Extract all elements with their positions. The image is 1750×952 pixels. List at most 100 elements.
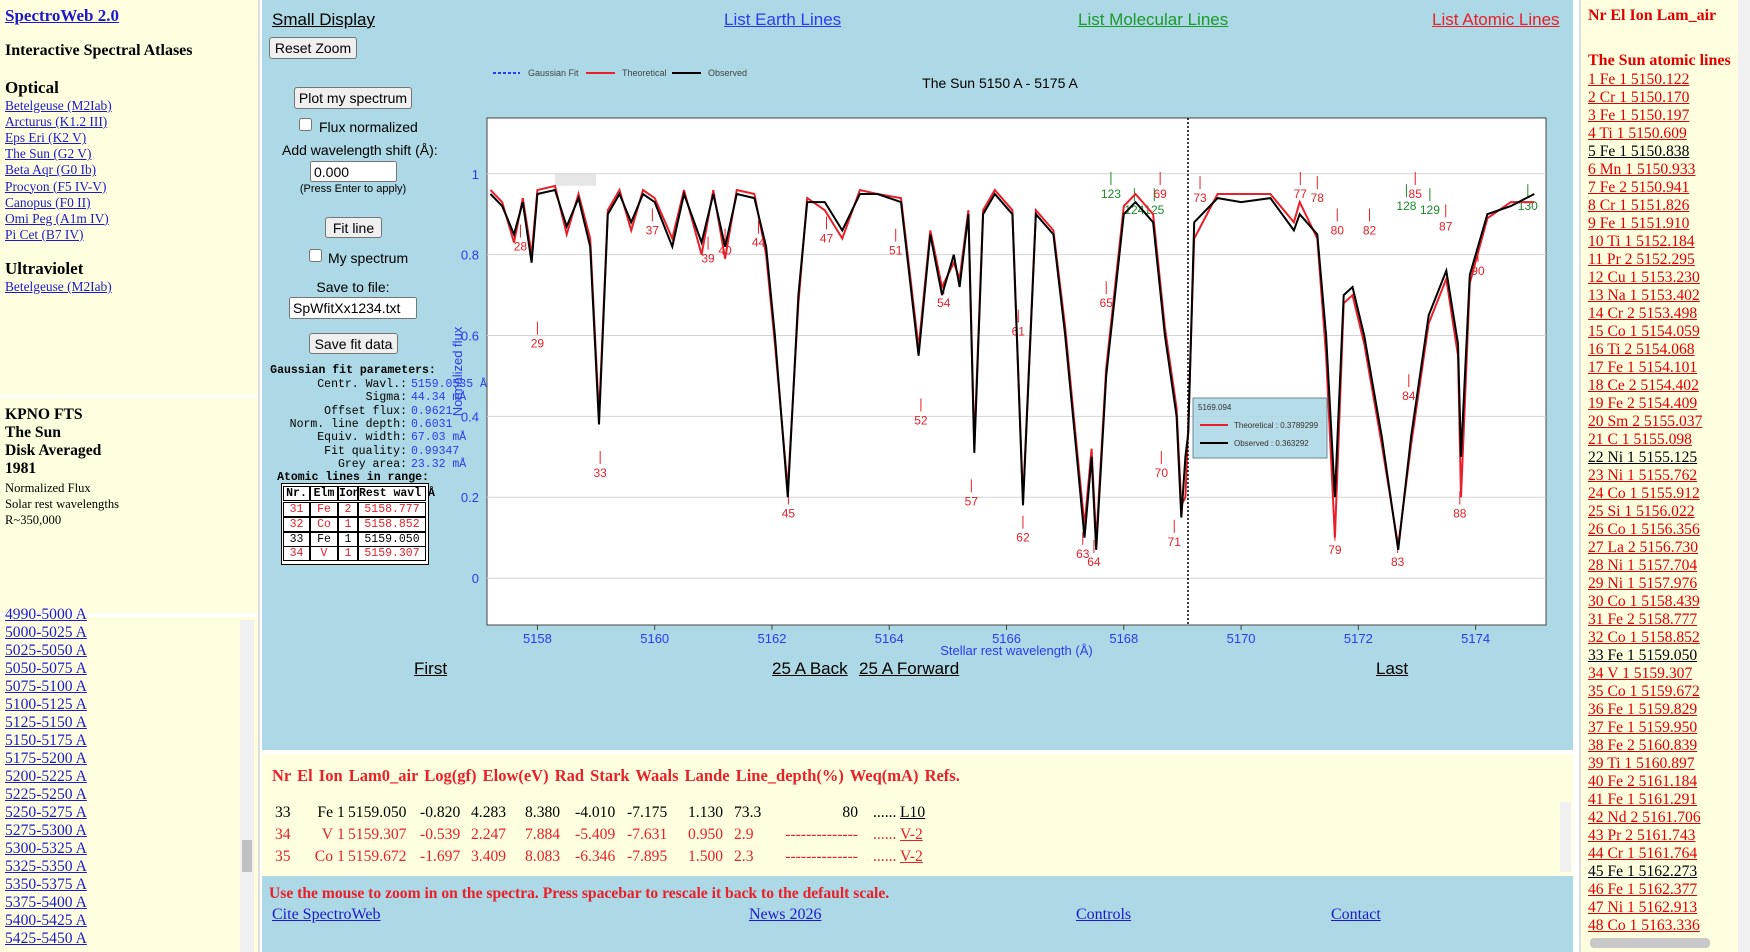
atomic-line-link[interactable]: 47 Ni 1 5162.913 <box>1588 899 1698 916</box>
atomic-line-link[interactable]: 34 V 1 5159.307 <box>1588 665 1693 682</box>
atomic-line-link[interactable]: 12 Cu 1 5153.230 <box>1588 269 1700 286</box>
button[interactable]: Save fit data <box>309 333 398 354</box>
text-input[interactable] <box>310 161 397 182</box>
atomic-line-link[interactable]: 4 Ti 1 5150.609 <box>1588 125 1687 142</box>
star-link[interactable]: Procyon (F5 IV-V) <box>5 178 107 194</box>
atomic-line-link[interactable]: 43 Pr 2 5161.743 <box>1588 827 1696 844</box>
atomic-line-link[interactable]: 19 Fe 2 5154.409 <box>1588 395 1698 412</box>
star-link[interactable]: Canopus (F0 II) <box>5 194 91 210</box>
atomic-line-link[interactable]: 41 Fe 1 5161.291 <box>1588 791 1698 808</box>
range-link[interactable]: 5225-5250 A <box>5 786 87 803</box>
atomic-line-link[interactable]: 2 Cr 1 5150.170 <box>1588 89 1690 106</box>
range-link[interactable]: 5325-5350 A <box>5 858 87 875</box>
footer-link[interactable]: Contact <box>1331 906 1381 923</box>
range-link[interactable]: 5275-5300 A <box>5 822 87 839</box>
atomic-line-link[interactable]: 24 Co 1 5155.912 <box>1588 485 1700 502</box>
footer-link[interactable]: Controls <box>1076 906 1132 923</box>
atomic-line-link[interactable]: 7 Fe 2 5150.941 <box>1588 179 1690 196</box>
atomic-line-link[interactable]: 44 Cr 1 5161.764 <box>1588 845 1698 862</box>
range-link[interactable]: 5100-5125 A <box>5 696 87 713</box>
star-link[interactable]: Omi Peg (A1m IV) <box>5 210 109 226</box>
range-link[interactable]: 5300-5325 A <box>5 840 87 857</box>
nav-link[interactable]: Small Display <box>272 10 375 29</box>
range-link[interactable]: 5075-5100 A <box>5 678 87 695</box>
range-link[interactable]: 4990-5000 A <box>5 606 87 623</box>
nav-link[interactable]: List Earth Lines <box>724 10 842 29</box>
atomic-line-link[interactable]: 13 Na 1 5153.402 <box>1588 287 1700 304</box>
atomic-line-link[interactable]: 28 Ni 1 5157.704 <box>1588 557 1698 574</box>
star-link[interactable]: Beta Aqr (G0 Ib) <box>5 162 97 178</box>
atomic-line-link[interactable]: 5 Fe 1 5150.838 <box>1588 143 1690 160</box>
atomic-line-link[interactable]: 25 Si 1 5156.022 <box>1588 503 1695 520</box>
star-link[interactable]: Betelgeuse (M2Iab) <box>5 279 112 294</box>
atomic-line-link[interactable]: 40 Fe 2 5161.184 <box>1588 773 1698 790</box>
atomic-line-link[interactable]: 23 Ni 1 5155.762 <box>1588 467 1698 484</box>
atomic-line-link[interactable]: 8 Cr 1 5151.826 <box>1588 197 1690 214</box>
range-link[interactable]: 5150-5175 A <box>5 732 87 749</box>
button[interactable]: Reset Zoom <box>269 37 357 59</box>
nav-link[interactable]: List Molecular Lines <box>1078 10 1229 29</box>
scrollbar-thumb[interactable] <box>1590 938 1710 948</box>
atomic-line-link[interactable]: 33 Fe 1 5159.050 <box>1588 647 1698 664</box>
pager-link[interactable]: First <box>414 659 448 678</box>
atomic-line-link[interactable]: 46 Fe 1 5162.377 <box>1588 881 1698 898</box>
scrollbar[interactable] <box>1560 802 1571 872</box>
star-link[interactable]: Betelgeuse (M2Iab) <box>5 98 112 113</box>
atomic-line-link[interactable]: 16 Ti 2 5154.068 <box>1588 341 1695 358</box>
range-link[interactable]: 5250-5275 A <box>5 804 87 821</box>
star-link[interactable]: The Sun (G2 V) <box>5 146 92 162</box>
atomic-line-link[interactable]: 22 Ni 1 5155.125 <box>1588 449 1698 466</box>
atomic-line-link[interactable]: 36 Fe 1 5159.829 <box>1588 701 1698 718</box>
checkbox[interactable] <box>309 249 322 262</box>
star-link[interactable]: Eps Eri (K2 V) <box>5 130 87 146</box>
atomic-line-link[interactable]: 30 Co 1 5158.439 <box>1588 593 1700 610</box>
atomic-line-link[interactable]: 27 La 2 5156.730 <box>1588 539 1699 556</box>
range-link[interactable]: 5400-5425 A <box>5 912 87 929</box>
text-input[interactable] <box>289 297 417 319</box>
scrollbar-thumb[interactable] <box>242 840 252 872</box>
atomic-line-link[interactable]: 45 Fe 1 5162.273 <box>1588 863 1698 880</box>
range-link[interactable]: 5375-5400 A <box>5 894 87 911</box>
atomic-line-link[interactable]: 18 Ce 2 5154.402 <box>1588 377 1699 394</box>
range-link[interactable]: 5025-5050 A <box>5 642 87 659</box>
atomic-line-link[interactable]: 31 Fe 2 5158.777 <box>1588 611 1698 628</box>
atomic-line-link[interactable]: 48 Co 1 5163.336 <box>1588 917 1700 934</box>
range-link[interactable]: 5350-5375 A <box>5 876 87 893</box>
atomic-line-link[interactable]: 32 Co 1 5158.852 <box>1588 629 1700 646</box>
ref-link[interactable]: V-2 <box>900 826 923 843</box>
star-link[interactable]: Pi Cet (B7 IV) <box>5 226 84 242</box>
nav-link[interactable]: List Atomic Lines <box>1432 10 1560 29</box>
atomic-line-link[interactable]: 39 Ti 1 5160.897 <box>1588 755 1695 772</box>
checkbox[interactable] <box>299 118 312 131</box>
star-link[interactable]: Arcturus (K1.2 III) <box>5 114 108 130</box>
button[interactable]: Fit line <box>325 217 382 238</box>
footer-link[interactable]: Cite SpectroWeb <box>272 906 381 923</box>
range-link[interactable]: 5125-5150 A <box>5 714 87 731</box>
pager-link[interactable]: 25 A Forward <box>859 659 960 678</box>
atomic-line-link[interactable]: 26 Co 1 5156.356 <box>1588 521 1700 538</box>
atomic-line-link[interactable]: 14 Cr 2 5153.498 <box>1588 305 1698 322</box>
site-title[interactable]: SpectroWeb 2.0 <box>5 6 119 25</box>
button[interactable]: Plot my spectrum <box>294 87 412 109</box>
ref-link[interactable]: V-2 <box>900 848 923 865</box>
range-link[interactable]: 5200-5225 A <box>5 768 87 785</box>
atomic-line-link[interactable]: 6 Mn 1 5150.933 <box>1588 161 1696 178</box>
atomic-line-link[interactable]: 11 Pr 2 5152.295 <box>1588 251 1695 268</box>
atomic-line-link[interactable]: 20 Sm 2 5155.037 <box>1588 413 1703 430</box>
atomic-line-link[interactable]: 15 Co 1 5154.059 <box>1588 323 1700 340</box>
scrollbar[interactable] <box>1738 0 1750 952</box>
atomic-line-link[interactable]: 17 Fe 1 5154.101 <box>1588 359 1698 376</box>
atomic-line-link[interactable]: 42 Nd 2 5161.706 <box>1588 809 1701 826</box>
range-link[interactable]: 5175-5200 A <box>5 750 87 767</box>
range-link[interactable]: 5425-5450 A <box>5 930 87 947</box>
atomic-line-link[interactable]: 1 Fe 1 5150.122 <box>1588 71 1690 88</box>
pager-link[interactable]: 25 A Back <box>772 659 848 678</box>
atomic-line-link[interactable]: 38 Fe 2 5160.839 <box>1588 737 1698 754</box>
range-link[interactable]: 5050-5075 A <box>5 660 87 677</box>
atomic-line-link[interactable]: 3 Fe 1 5150.197 <box>1588 107 1690 124</box>
atomic-line-link[interactable]: 29 Ni 1 5157.976 <box>1588 575 1698 592</box>
range-link[interactable]: 5000-5025 A <box>5 624 87 641</box>
atomic-line-link[interactable]: 21 C 1 5155.098 <box>1588 431 1692 448</box>
atomic-line-link[interactable]: 37 Fe 1 5159.950 <box>1588 719 1698 736</box>
pager-link[interactable]: Last <box>1376 659 1409 678</box>
